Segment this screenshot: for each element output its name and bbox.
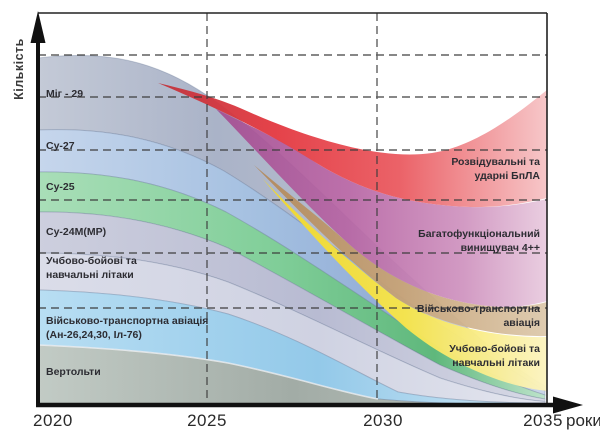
axes-and-border xyxy=(30,11,583,414)
label-fighter-4plus: Багатофункціональний винищувач 4++ xyxy=(418,228,540,254)
label-transport-new: Військово-транспортна авіація xyxy=(417,303,540,329)
y-axis-arrowhead xyxy=(30,11,46,43)
label-su-27: Су-27 xyxy=(46,140,75,152)
label-mig-29: Міг - 29 xyxy=(46,88,84,100)
gridlines xyxy=(38,13,547,405)
y-axis-title: Кількість xyxy=(12,38,26,100)
helicopter-band-highlight xyxy=(37,344,379,400)
band-transport-new-tan xyxy=(254,165,547,337)
tick-2020: 2020 xyxy=(33,411,73,430)
band-fighter-4plus-magenta xyxy=(216,109,547,307)
label-uav: Розвідувальні та ударні БпЛА xyxy=(451,156,540,182)
label-trainers-new: Учбово-бойові та навчальні літаки xyxy=(449,343,540,369)
tick-2030: 2030 xyxy=(363,411,403,430)
rising-bands xyxy=(158,83,547,391)
label-su-24m: Су-24М(МР) xyxy=(46,226,107,238)
band-uav-red xyxy=(158,83,547,208)
tick-2035: 2035 xyxy=(523,411,563,430)
label-trainers-old: Учбово-бойові та навчальні літаки xyxy=(46,255,137,281)
label-helicopters: Вертольти xyxy=(46,366,101,378)
x-axis-arrowhead xyxy=(553,396,583,414)
band-trainer-new-yellow xyxy=(262,178,547,391)
label-su-25: Су-25 xyxy=(46,181,75,193)
tick-2025: 2025 xyxy=(187,411,227,430)
x-axis-title: роки xyxy=(566,411,600,430)
label-transport-old: Військово-транспортна авіація (Ан-26,24,… xyxy=(46,315,209,341)
